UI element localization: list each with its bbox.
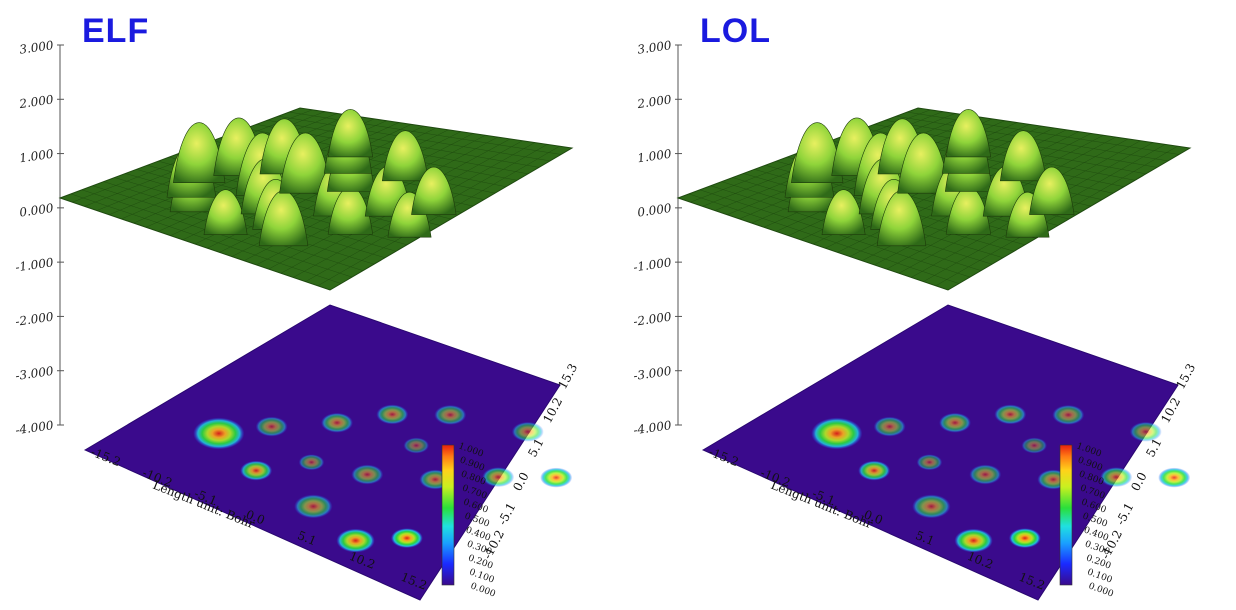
- lol-projection-blob: [912, 494, 951, 519]
- elf-projection-blob: [403, 437, 430, 454]
- lol-projection-blob: [1129, 421, 1162, 442]
- elf-y-tick-label: 0.0: [510, 470, 531, 493]
- lol-chart: 3.000 2.000 1.000 0.000 -1.000 -2.000 -3.000 -4…: [632, 38, 1198, 601]
- elf-z-tick-label: 2.000: [17, 92, 54, 111]
- lol-projection-blob: [1100, 467, 1133, 488]
- lol-projection-blob: [1021, 437, 1048, 454]
- lol-title: LOL: [700, 12, 771, 50]
- lol-z-tick-label: -4.000: [632, 418, 672, 437]
- lol-y-tick-label: 15.3: [1173, 361, 1198, 391]
- lol-y-tick-label: 0.0: [1128, 470, 1149, 493]
- lol-projection-plane: [701, 304, 1179, 601]
- lol-projection-blob: [1052, 404, 1085, 425]
- elf-z-tick-label: -4.000: [14, 418, 54, 437]
- elf-colorbar: [441, 444, 455, 586]
- elf-projection-blob: [240, 460, 273, 481]
- lol-projection-blob: [994, 404, 1027, 425]
- elf-x-tick-label: 0.0: [244, 507, 267, 527]
- lol-projection-blob: [939, 412, 971, 433]
- elf-projection-plane: [83, 304, 561, 601]
- lol-surface-peak: [945, 109, 992, 158]
- elf-y-tick-label: 15.3: [555, 361, 580, 391]
- lol-z-tick-label: -3.000: [632, 364, 672, 383]
- lol-projection-blob: [858, 460, 891, 481]
- lol-z-tick-label: -2.000: [632, 309, 672, 328]
- elf-colorbar-tick-label: 0.000: [469, 581, 497, 599]
- elf-projection-blob: [351, 464, 384, 485]
- lol-colorbar: [1059, 444, 1073, 586]
- elf-z-tick-label: 1.000: [18, 147, 54, 166]
- elf-surface-peak: [327, 109, 374, 158]
- elf-z-tick-label: -1.000: [14, 255, 54, 274]
- elf-projection-blob: [540, 467, 573, 488]
- lol-y-tick-label: -5.1: [1113, 500, 1136, 527]
- elf-z-tick-label: -2.000: [14, 309, 54, 328]
- elf-projection-blob: [321, 412, 353, 433]
- lol-z-tick-label: 3.000: [636, 38, 672, 57]
- elf-projection-map: [193, 404, 573, 553]
- elf-projection-blob: [193, 417, 245, 450]
- lol-projection-blob: [1008, 528, 1041, 549]
- lol-surface-peaks: [784, 109, 1075, 247]
- lol-surface-peak: [1029, 167, 1075, 215]
- elf-projection-blob: [434, 404, 467, 425]
- lol-colorbar-tick-label: 0.000: [1087, 581, 1115, 599]
- lol-z-tick-label: -1.000: [632, 255, 672, 274]
- lol-x-tick-label: 5.1: [914, 528, 937, 548]
- elf-surface-peaks: [166, 109, 457, 247]
- lol-projection-blob: [811, 417, 863, 450]
- elf-projection-blob: [294, 494, 333, 519]
- lol-surface-peak: [821, 189, 866, 235]
- elf-surface-peak: [203, 189, 248, 235]
- lol-panel: LOL 3.000 2.000 1.000 0.000 -1.000 -2.000 -3.0…: [618, 0, 1236, 610]
- elf-projection-blob: [482, 467, 515, 488]
- lol-projection-blob: [969, 464, 1002, 485]
- elf-x-tick-label: 5.1: [296, 528, 319, 548]
- elf-projection-blob: [511, 421, 544, 442]
- lol-projection-blob: [1158, 467, 1191, 488]
- elf-projection-blob: [336, 528, 375, 553]
- lol-z-tick-label: 0.000: [636, 201, 672, 220]
- elf-projection-blob: [298, 454, 325, 471]
- lol-projection-blob: [873, 416, 906, 437]
- elf-z-tick-label: -3.000: [14, 364, 54, 383]
- elf-chart: 3.000 2.000 1.000 0.000 -1.000 -2.000 -3.000 -4…: [14, 38, 580, 601]
- lol-projection-blob: [916, 454, 943, 471]
- elf-title: ELF: [82, 12, 150, 50]
- elf-panel: ELF 3.000 2.000 1.000 0.000 -1.000 -2.000 -3.0…: [14, 12, 580, 601]
- lol-z-tick-label: 1.000: [636, 147, 672, 166]
- lol-projection-blob: [954, 528, 993, 553]
- lol-x-tick-label: 0.0: [862, 507, 885, 527]
- elf-y-tick-label: -5.1: [495, 500, 518, 527]
- elf-z-tick-label: 3.000: [18, 38, 54, 57]
- elf-z-tick-label: 0.000: [18, 201, 54, 220]
- elf-projection-blob: [255, 416, 288, 437]
- lol-projection-map: [811, 404, 1191, 553]
- lol-z-tick-label: 2.000: [635, 92, 672, 111]
- elf-projection-blob: [376, 404, 409, 425]
- elf-surface-peak: [411, 167, 457, 215]
- elf-projection-blob: [390, 528, 423, 549]
